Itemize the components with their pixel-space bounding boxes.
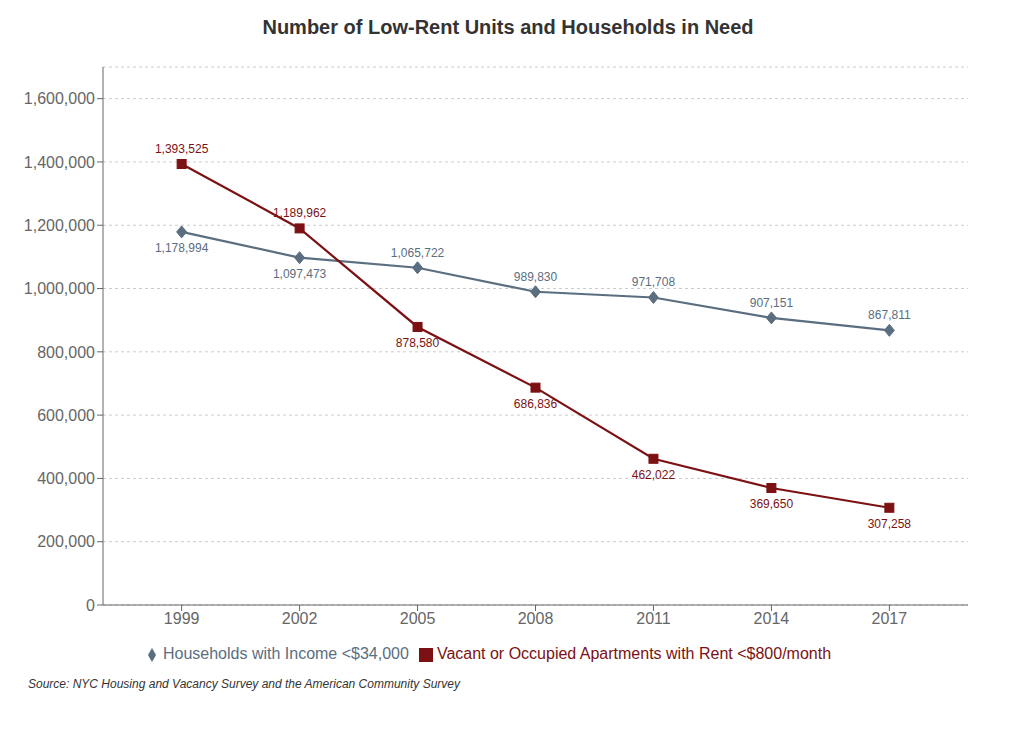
svg-text:0: 0 (86, 597, 95, 614)
svg-text:462,022: 462,022 (632, 468, 676, 482)
html-text:Number of Low-Rent Units and H: Number of Low-Rent Units and Households … (262, 16, 754, 38)
svg-text:400,000: 400,000 (37, 470, 95, 487)
html-text:Households with Income <$34,00: Households with Income <$34,000 (163, 645, 409, 662)
svg-text:1,097,473: 1,097,473 (273, 267, 327, 281)
svg-text:2017: 2017 (872, 610, 908, 627)
svg-text:1,065,722: 1,065,722 (391, 246, 445, 260)
svg-text:2008: 2008 (518, 610, 554, 627)
svg-text:867,811: 867,811 (868, 308, 911, 322)
svg-text:989,830: 989,830 (514, 270, 558, 284)
html-text:Source: NYC Housing and Vacanc: Source: NYC Housing and Vacancy Survey a… (28, 677, 460, 691)
svg-text:1,178,994: 1,178,994 (155, 241, 209, 255)
svg-text:2011: 2011 (636, 610, 671, 627)
svg-text:600,000: 600,000 (37, 407, 95, 424)
svg-text:307,258: 307,258 (868, 517, 912, 531)
html-text:Vacant or Occupied Apartments: Vacant or Occupied Apartments with Rent … (436, 645, 831, 662)
svg-text:1,200,000: 1,200,000 (24, 217, 95, 234)
svg-text:2002: 2002 (282, 610, 318, 627)
svg-text:1999: 1999 (164, 610, 200, 627)
svg-text:971,708: 971,708 (632, 275, 676, 289)
svg-text:800,000: 800,000 (37, 344, 95, 361)
svg-text:1,000,000: 1,000,000 (24, 280, 95, 297)
svg-text:686,836: 686,836 (514, 397, 558, 411)
svg-text:878,580: 878,580 (396, 336, 440, 350)
svg-text:1,189,962: 1,189,962 (273, 206, 327, 220)
svg-text:1,600,000: 1,600,000 (24, 90, 95, 107)
svg-text:907,151: 907,151 (750, 296, 794, 310)
svg-text:2014: 2014 (754, 610, 790, 627)
svg-text:1,393,525: 1,393,525 (155, 142, 209, 156)
svg-text:200,000: 200,000 (37, 533, 95, 550)
svg-text:2005: 2005 (400, 610, 436, 627)
svg-text:1,400,000: 1,400,000 (24, 154, 95, 171)
svg-text:369,650: 369,650 (750, 497, 794, 511)
